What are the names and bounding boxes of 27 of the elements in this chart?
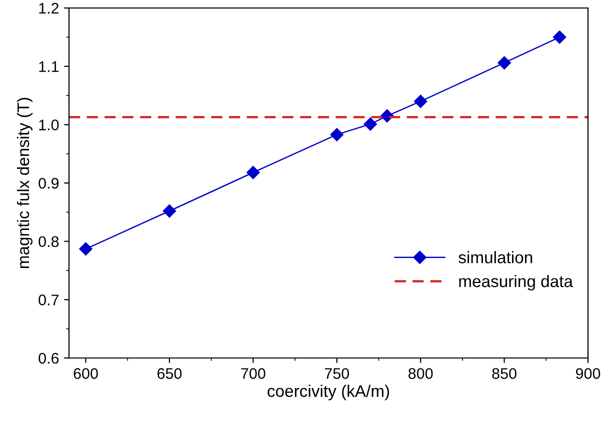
- point: [414, 94, 428, 108]
- legend-label: simulation: [458, 251, 532, 264]
- x-tick-label: 900: [576, 368, 600, 379]
- y-tick-label: 0.7: [38, 294, 59, 306]
- y-tick-label: 1.1: [39, 61, 59, 72]
- x-tick-label: 850: [492, 368, 516, 379]
- point: [364, 117, 377, 131]
- y-tick-label: 1.2: [39, 2, 59, 14]
- point: [330, 128, 344, 142]
- point: [79, 242, 92, 256]
- x-tick-label: 800: [408, 368, 433, 379]
- y-tick-label: 0.9: [38, 178, 59, 189]
- x-tick-label: 600: [74, 368, 98, 379]
- x-tick-label: 750: [324, 368, 350, 379]
- x-tick-label: 700: [241, 368, 266, 379]
- x-tick-label: 650: [157, 368, 182, 379]
- x-axis-title: coercivity (kA/m): [268, 384, 390, 400]
- point: [380, 109, 394, 123]
- y-tick-label: 0.6: [38, 352, 59, 364]
- y-axis-title: magntic fulx density (T): [16, 98, 32, 268]
- y-tick-label: 1.0: [39, 120, 59, 130]
- y-tick-label: 0.8: [38, 236, 59, 248]
- legend-label: measuring data: [459, 274, 574, 290]
- point: [552, 30, 566, 44]
- point: [246, 166, 260, 180]
- point: [162, 204, 176, 218]
- point: [498, 56, 511, 70]
